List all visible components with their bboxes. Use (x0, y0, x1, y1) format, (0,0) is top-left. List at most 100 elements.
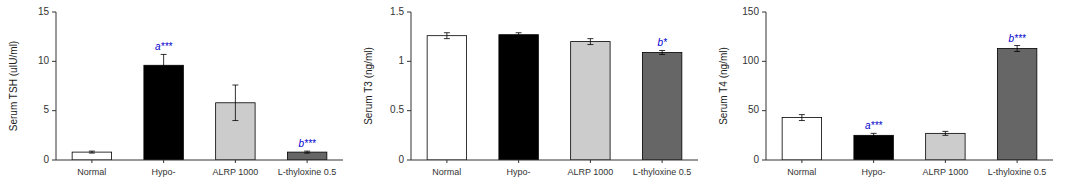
error-cap (659, 54, 665, 55)
y-tick (762, 12, 766, 13)
error-bar (304, 151, 310, 153)
y-tick (52, 110, 56, 111)
annotation: a*** (865, 120, 883, 131)
error-cap (89, 151, 95, 152)
y-axis-label: Serum T3 (ng/ml) (363, 47, 374, 125)
x-tick (1017, 160, 1018, 163)
bar (72, 152, 111, 160)
x-tick (801, 160, 802, 163)
x-tick (590, 160, 591, 163)
x-tick (446, 160, 447, 163)
error-cap (89, 153, 95, 154)
x-tick-label: L-thyloxine 0.5 (278, 167, 337, 177)
plot-area (427, 33, 682, 160)
error-cap (444, 38, 450, 39)
y-tick (52, 12, 56, 13)
x-axis (56, 160, 343, 161)
bar (427, 36, 466, 160)
y-tick (52, 160, 56, 161)
error-cap (587, 38, 593, 39)
bar (997, 49, 1036, 160)
x-tick-label: Hypo- (862, 167, 886, 177)
panel: 050100150Serum T4 (ng/ml)NormalHypo-ALRP… (718, 6, 1053, 177)
y-axis (766, 12, 767, 160)
y-tick (407, 160, 411, 161)
x-tick (662, 160, 663, 163)
error-bar (659, 50, 665, 54)
bar (571, 42, 610, 160)
plot-area (782, 46, 1037, 160)
error-line (662, 50, 663, 54)
x-tick (307, 160, 308, 163)
error-bar (871, 133, 877, 137)
error-cap (161, 76, 167, 77)
x-tick (91, 160, 92, 163)
y-axis (56, 12, 57, 160)
error-line (945, 131, 946, 135)
error-cap (799, 120, 805, 121)
y-tick-label: 5 (43, 104, 49, 115)
y-tick-label: 0.5 (390, 104, 404, 115)
error-cap (942, 131, 948, 132)
annotation: b*** (299, 138, 317, 149)
error-bar (232, 85, 238, 121)
x-tick-label: L-thyloxine 0.5 (633, 167, 692, 177)
x-axis (766, 160, 1053, 161)
error-bar (89, 151, 95, 153)
x-tick (518, 160, 519, 163)
error-cap (799, 114, 805, 115)
error-cap (516, 36, 522, 37)
y-axis-label: Serum TSH (uIU/ml) (8, 41, 19, 131)
x-tick-label: Normal (787, 167, 816, 177)
y-tick (52, 61, 56, 62)
error-cap (942, 135, 948, 136)
error-cap (444, 32, 450, 33)
error-bar (1014, 46, 1020, 52)
error-cap (871, 133, 877, 134)
annotation: a*** (155, 41, 173, 52)
x-tick-label: Normal (432, 167, 461, 177)
error-line (590, 39, 591, 45)
y-tick-label: 0 (753, 154, 759, 165)
panel: 051015Serum TSH (uIU/ml)NormalHypo-ALRP … (8, 6, 343, 177)
error-bar (444, 33, 450, 39)
bar (642, 52, 681, 160)
error-cap (659, 50, 665, 51)
error-bar (942, 131, 948, 135)
y-tick-label: 0 (398, 154, 404, 165)
plot-area (72, 54, 327, 160)
error-cap (516, 32, 522, 33)
error-bar (516, 33, 522, 37)
x-tick (235, 160, 236, 163)
figure: 051015Serum TSH (uIU/ml)NormalHypo-ALRP … (0, 0, 1065, 196)
error-line (873, 133, 874, 137)
x-tick-label: L-thyloxine 0.5 (988, 167, 1047, 177)
error-cap (232, 120, 238, 121)
y-tick-label: 0 (43, 154, 49, 165)
y-tick (407, 61, 411, 62)
y-tick (762, 160, 766, 161)
panel: 00.511.5Serum T3 (ng/ml)NormalHypo-ALRP … (363, 6, 698, 177)
y-tick (762, 110, 766, 111)
y-tick-label: 150 (742, 6, 759, 17)
y-tick-label: 50 (748, 104, 760, 115)
error-bar (587, 39, 593, 45)
x-tick-label: Hypo- (152, 167, 176, 177)
y-tick (762, 61, 766, 62)
error-line (446, 33, 447, 39)
bar (499, 35, 538, 160)
error-cap (304, 153, 310, 154)
y-tick-label: 1.5 (390, 6, 404, 17)
x-tick-label: Hypo- (507, 167, 531, 177)
x-tick-label: ALRP 1000 (212, 167, 258, 177)
error-cap (232, 85, 238, 86)
error-line (1017, 46, 1018, 52)
x-axis (411, 160, 698, 161)
error-bar (799, 115, 805, 121)
x-tick-label: ALRP 1000 (922, 167, 968, 177)
y-tick-label: 10 (38, 55, 50, 66)
x-tick-label: Normal (77, 167, 106, 177)
annotation: b* (657, 37, 668, 48)
annotation: b*** (1009, 33, 1027, 44)
x-tick (163, 160, 164, 163)
